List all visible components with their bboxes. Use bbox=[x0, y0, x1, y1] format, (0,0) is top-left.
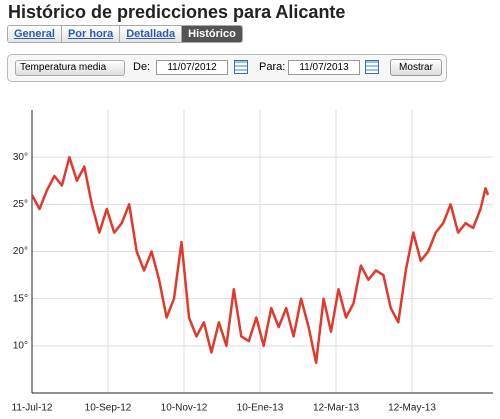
x-tick-label: 12-Mar-13 bbox=[313, 403, 360, 414]
y-tick-label: 30° bbox=[13, 152, 28, 163]
y-tick-label: 15° bbox=[13, 293, 28, 304]
tab-bar: General Por hora Detallada Histórico bbox=[7, 25, 243, 43]
variable-select[interactable]: Temperatura media bbox=[15, 60, 125, 76]
to-label: Para: bbox=[259, 61, 286, 73]
tab[interactable]: Histórico bbox=[182, 26, 242, 42]
calendar-icon[interactable] bbox=[234, 60, 248, 74]
to-date[interactable]: 11/07/2013 bbox=[288, 60, 360, 75]
calendar-icon[interactable] bbox=[365, 60, 379, 74]
x-tick-label: 10-Ene-13 bbox=[237, 403, 284, 414]
y-tick-label: 25° bbox=[13, 199, 28, 210]
x-tick-label: 12-May-13 bbox=[388, 403, 436, 414]
show-button[interactable]: Mostrar bbox=[390, 59, 442, 76]
x-tick-label: 10-Nov-12 bbox=[161, 403, 208, 414]
tab[interactable]: General bbox=[8, 26, 62, 42]
page-title: Histórico de predicciones para Alicante bbox=[8, 2, 346, 22]
data-line bbox=[30, 155, 490, 365]
tab[interactable]: Detallada bbox=[120, 26, 183, 42]
y-tick-label: 20° bbox=[13, 246, 28, 257]
from-label: De: bbox=[133, 61, 151, 73]
tab[interactable]: Por hora bbox=[61, 26, 121, 42]
from-date[interactable]: 11/07/2012 bbox=[156, 60, 228, 75]
x-tick-label: 10-Sep-12 bbox=[85, 403, 132, 414]
y-tick-label: 10° bbox=[13, 340, 28, 351]
control-panel: Temperatura media De: 11/07/2012 Para: 1… bbox=[7, 54, 447, 82]
x-tick-label: 11-Jul-12 bbox=[12, 403, 53, 414]
